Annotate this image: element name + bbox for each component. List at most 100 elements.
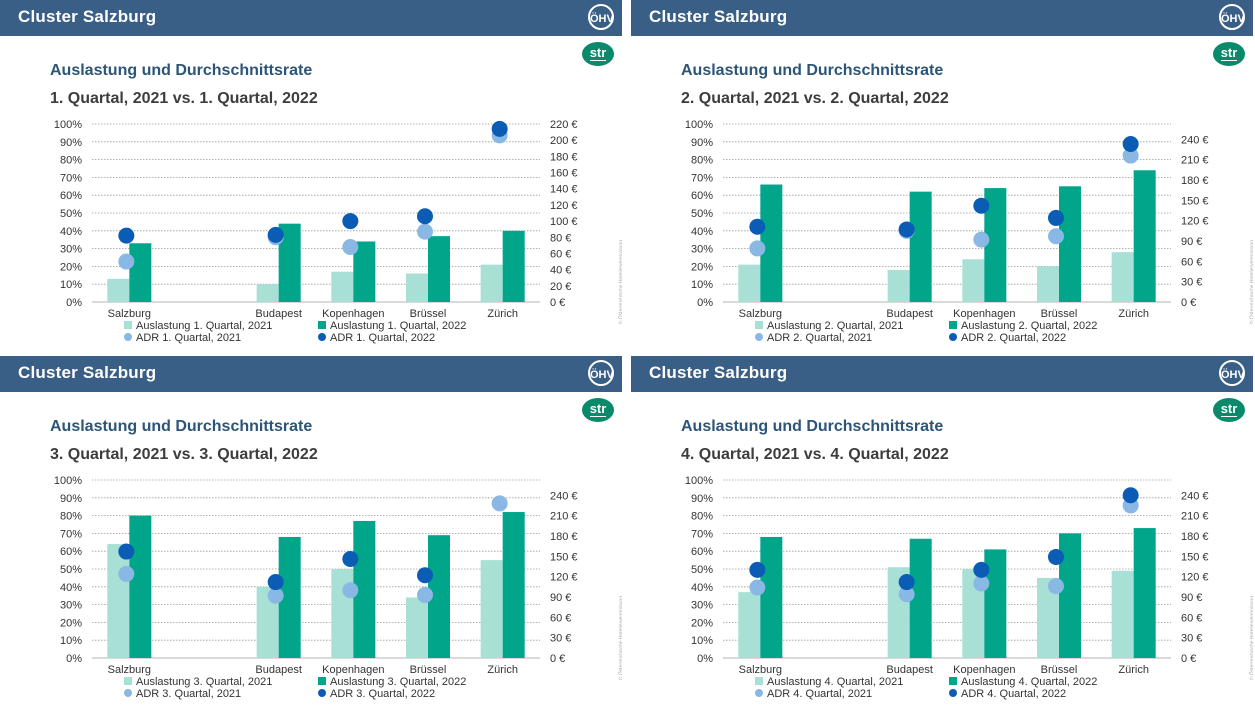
adr-point-2021 [118,253,135,270]
legend-occ-2021: Auslastung 2. Quartal, 2021 [755,320,903,332]
bar-occ-2021 [1111,252,1134,302]
y-tick-label: 0% [66,653,82,665]
bar-occ-2021 [1037,266,1059,302]
x-tick-label: Kopenhagen [953,308,1015,320]
x-tick-label: Kopenhagen [953,664,1015,676]
chart-panel-q3: Cluster Salzburg ÖHV str Auslastung und … [0,356,622,706]
y2-tick-label: 60 € [1181,256,1202,268]
adr-point-2022 [267,226,284,243]
bar-occ-2022 [760,184,783,302]
y2-tick-label: 90 € [550,592,571,604]
adr-point-2021 [417,586,433,603]
x-tick-label: Budapest [255,664,301,676]
bar-occ-2021 [107,278,130,302]
bar-occ-2021 [1037,577,1059,658]
adr-point-2021 [973,575,990,592]
legend-adr-2021: ADR 4. Quartal, 2021 [755,688,872,700]
y-tick-label: 90% [60,493,82,505]
y-tick-label: 20% [691,261,713,273]
legend-occ-2021: Auslastung 4. Quartal, 2021 [755,676,903,688]
adr-point-2022 [267,574,284,591]
y2-tick-label: 210 € [550,511,578,523]
legend-adr-2022: ADR 4. Quartal, 2022 [949,688,1066,700]
y2-tick-label: 40 € [550,265,571,277]
adr-point-2022 [1122,136,1139,153]
x-tick-label: Zürich [1118,308,1149,320]
y-tick-label: 60% [691,546,713,558]
legend-occ-2021: Auslastung 3. Quartal, 2021 [124,676,272,688]
chart-subheading: 3. Quartal, 2021 vs. 3. Quartal, 2022 [50,446,318,463]
y2-tick-label: 120 € [1181,216,1209,228]
y2-tick-label: 30 € [550,633,571,645]
legend-occ-2022: Auslastung 4. Quartal, 2022 [949,676,1097,688]
bar-occ-2021 [887,269,910,302]
x-tick-label: Zürich [1118,664,1149,676]
str-logo-icon: str [1213,42,1245,66]
chart-svg: 0% 10% 20% 30% 40% 50% 60% 70% 80% 90% 100% 0 € 30 €… [685,475,1209,676]
y-tick-label: 50% [691,564,713,576]
chart-svg: 0% 10% 20% 30% 40% 50% 60% 70% 80% 90% 100% 0 € 20 €… [54,119,578,320]
y-tick-label: 20% [691,617,713,629]
adr-point-2021 [1048,228,1064,245]
y2-tick-label: 240 € [1181,134,1209,146]
y-tick-label: 60% [691,190,713,202]
y2-tick-label: 180 € [1181,531,1209,543]
bar-occ-2022 [278,536,301,658]
y2-tick-label: 0 € [550,297,565,309]
y2-tick-label: 0 € [1181,653,1196,665]
y-tick-label: 50% [60,208,82,220]
bar-occ-2022 [909,538,932,658]
adr-point-2022 [118,227,135,244]
watermark: © Österreichische Hoteliervereinigung [1249,240,1253,324]
y-tick-label: 30% [60,600,82,612]
legend-occ-2022: Auslastung 2. Quartal, 2022 [949,320,1097,332]
bar-occ-2021 [738,592,761,658]
y-tick-label: 30% [691,244,713,256]
header-bar: Cluster Salzburg ÖHV [0,0,622,36]
adr-point-2021 [1122,147,1139,164]
adr-point-2021 [342,582,359,599]
adr-point-2022 [491,120,508,137]
y-tick-label: 40% [60,582,82,594]
bar-occ-2022 [502,512,525,658]
y-tick-label: 80% [60,155,82,167]
legend-adr-2021: ADR 1. Quartal, 2021 [124,332,241,344]
x-tick-label: Budapest [886,308,932,320]
legend-adr-2021: ADR 3. Quartal, 2021 [124,688,241,700]
y2-tick-label: 0 € [550,653,565,665]
bar-occ-2021 [256,586,279,658]
y2-tick-label: 180 € [550,531,578,543]
cluster-title: Cluster Salzburg [649,363,788,382]
chart-heading: Auslastung und Durchschnittsrate [681,62,944,79]
y2-tick-label: 120 € [1181,572,1209,584]
bar-occ-2021 [962,259,985,302]
y2-tick-label: 160 € [550,168,578,180]
bar-occ-2022 [1133,170,1156,302]
legend-occ-2022: Auslastung 3. Quartal, 2022 [318,676,466,688]
y2-tick-label: 210 € [1181,155,1209,167]
bar-occ-2021 [480,264,503,302]
x-tick-label: Brüssel [410,308,447,320]
legend-occ-2022: Auslastung 1. Quartal, 2022 [318,320,466,332]
x-tick-label: Brüssel [410,664,447,676]
adr-point-2021 [342,238,359,255]
watermark: © Österreichische Hoteliervereinigung [618,596,622,680]
ohv-logo-icon: ÖHV [588,360,614,386]
y-tick-label: 0% [697,297,713,309]
adr-point-2021 [417,223,433,240]
legend-adr-2021: ADR 2. Quartal, 2021 [755,332,872,344]
chart-subheading: 4. Quartal, 2021 vs. 4. Quartal, 2022 [681,446,949,463]
bar-occ-2022 [129,243,152,302]
ohv-logo-icon: ÖHV [1219,360,1245,386]
y-tick-label: 10% [691,279,713,291]
y-tick-label: 80% [60,511,82,523]
y2-tick-label: 240 € [550,490,578,502]
adr-point-2022 [1048,209,1064,226]
y-tick-label: 10% [691,635,713,647]
y-tick-label: 80% [691,511,713,523]
x-tick-label: Brüssel [1041,664,1078,676]
adr-point-2021 [267,587,284,604]
x-tick-label: Zürich [487,664,518,676]
bar-occ-2022 [760,536,783,658]
adr-point-2022 [973,561,990,578]
